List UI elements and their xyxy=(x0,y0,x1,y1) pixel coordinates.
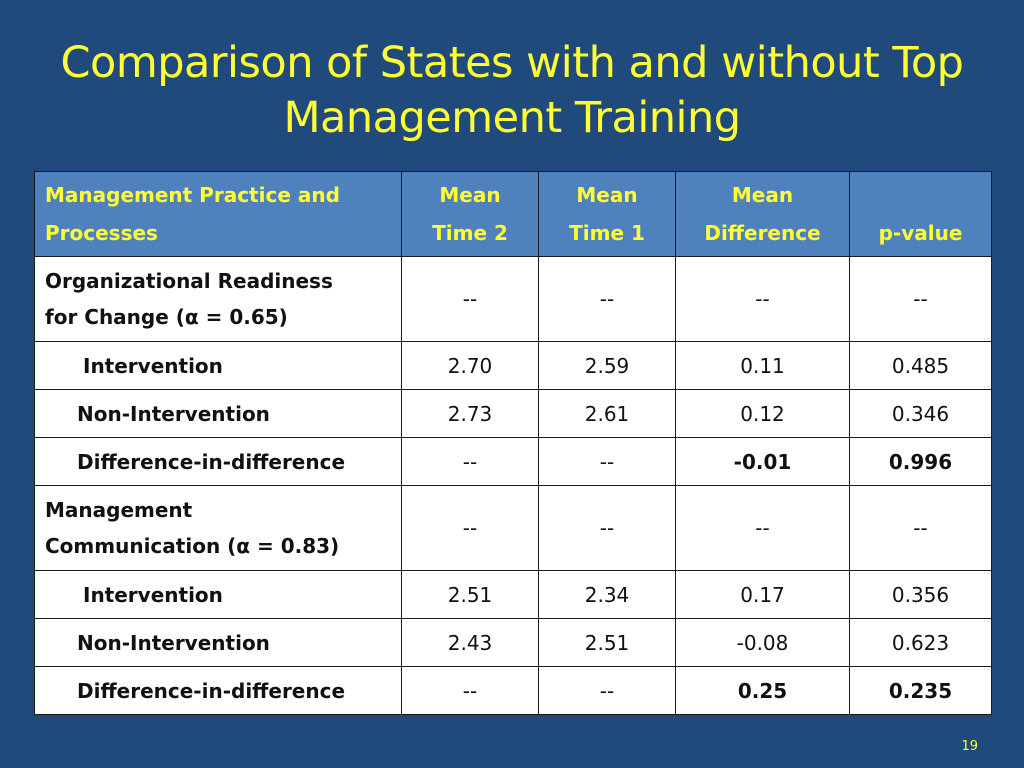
table-cell: 0.235 xyxy=(849,666,992,715)
header-mean-difference: Mean Difference xyxy=(675,171,850,257)
header-diff-line2: Difference xyxy=(704,221,821,245)
row-label: Difference-in-difference xyxy=(34,666,402,715)
slide-title-line2: Management Training xyxy=(283,93,741,143)
header-time1-line2: Time 1 xyxy=(569,221,645,245)
header-practice-line2: Processes xyxy=(45,221,158,245)
table-cell: -- xyxy=(538,666,676,715)
section-row-management-communication: Management Communication (α = 0.83) -- -… xyxy=(34,485,992,571)
table-cell: -- xyxy=(675,256,850,342)
section-label-line1: Management xyxy=(45,498,193,522)
table-cell: 2.59 xyxy=(538,341,676,390)
table-cell: -- xyxy=(401,485,539,571)
table-cell: -- xyxy=(849,485,992,571)
table-cell: 0.623 xyxy=(849,618,992,667)
row-label: Non-Intervention xyxy=(34,389,402,438)
table-cell: -- xyxy=(538,437,676,486)
table-cell: -- xyxy=(538,256,676,342)
table-cell: 2.51 xyxy=(538,618,676,667)
table-cell: 0.485 xyxy=(849,341,992,390)
section-label-line1: Organizational Readiness xyxy=(45,269,333,293)
table-row: Non-Intervention 2.43 2.51 -0.08 0.623 xyxy=(34,618,992,667)
slide-title-line1: Comparison of States with and without To… xyxy=(60,38,964,88)
table-cell: 2.61 xyxy=(538,389,676,438)
table-cell: -- xyxy=(401,256,539,342)
page-number: 19 xyxy=(961,739,978,754)
table-cell: -- xyxy=(401,666,539,715)
header-practice: Management Practice and Processes xyxy=(34,171,402,257)
row-label: Non-Intervention xyxy=(34,618,402,667)
table-cell: 2.73 xyxy=(401,389,539,438)
table-row: Non-Intervention 2.73 2.61 0.12 0.346 xyxy=(34,389,992,438)
header-row: Management Practice and Processes Mean T… xyxy=(34,171,992,257)
row-label: Difference-in-difference xyxy=(34,437,402,486)
table-cell: -0.01 xyxy=(675,437,850,486)
slide-title: Comparison of States with and without To… xyxy=(20,36,1004,146)
table-row: Difference-in-difference -- -- 0.25 0.23… xyxy=(34,666,992,715)
header-diff-line1: Mean xyxy=(731,183,794,207)
header-p-value: p-value xyxy=(849,171,992,257)
table-cell: 2.43 xyxy=(401,618,539,667)
row-label: Intervention xyxy=(34,570,402,619)
header-practice-line1: Management Practice and xyxy=(45,183,340,207)
table-cell: 0.346 xyxy=(849,389,992,438)
table-cell: 0.17 xyxy=(675,570,850,619)
table-cell: -- xyxy=(401,437,539,486)
table-cell: 0.12 xyxy=(675,389,850,438)
table-cell: 0.11 xyxy=(675,341,850,390)
header-time1-line1: Mean xyxy=(576,183,638,207)
results-table: Management Practice and Processes Mean T… xyxy=(34,171,992,715)
table-row: Intervention 2.51 2.34 0.17 0.356 xyxy=(34,570,992,619)
header-mean-time2: Mean Time 2 xyxy=(401,171,539,257)
table-cell: 0.356 xyxy=(849,570,992,619)
table-cell: 2.51 xyxy=(401,570,539,619)
section-label: Organizational Readiness for Change (α =… xyxy=(34,256,402,342)
section-label-line2: Communication (α = 0.83) xyxy=(45,534,340,558)
table-cell: 0.996 xyxy=(849,437,992,486)
header-time2-line2: Time 2 xyxy=(432,221,508,245)
table-cell: -- xyxy=(849,256,992,342)
header-time2-line1: Mean xyxy=(439,183,501,207)
table-cell: 0.25 xyxy=(675,666,850,715)
header-mean-time1: Mean Time 1 xyxy=(538,171,676,257)
table-cell: 2.70 xyxy=(401,341,539,390)
table-row: Intervention 2.70 2.59 0.11 0.485 xyxy=(34,341,992,390)
row-label: Intervention xyxy=(34,341,402,390)
table-cell: -- xyxy=(675,485,850,571)
table-row: Difference-in-difference -- -- -0.01 0.9… xyxy=(34,437,992,486)
section-label-line2: for Change (α = 0.65) xyxy=(45,305,288,329)
section-row-organizational-readiness: Organizational Readiness for Change (α =… xyxy=(34,256,992,342)
section-label: Management Communication (α = 0.83) xyxy=(34,485,402,571)
table-cell: -- xyxy=(538,485,676,571)
table-cell: -0.08 xyxy=(675,618,850,667)
table-cell: 2.34 xyxy=(538,570,676,619)
